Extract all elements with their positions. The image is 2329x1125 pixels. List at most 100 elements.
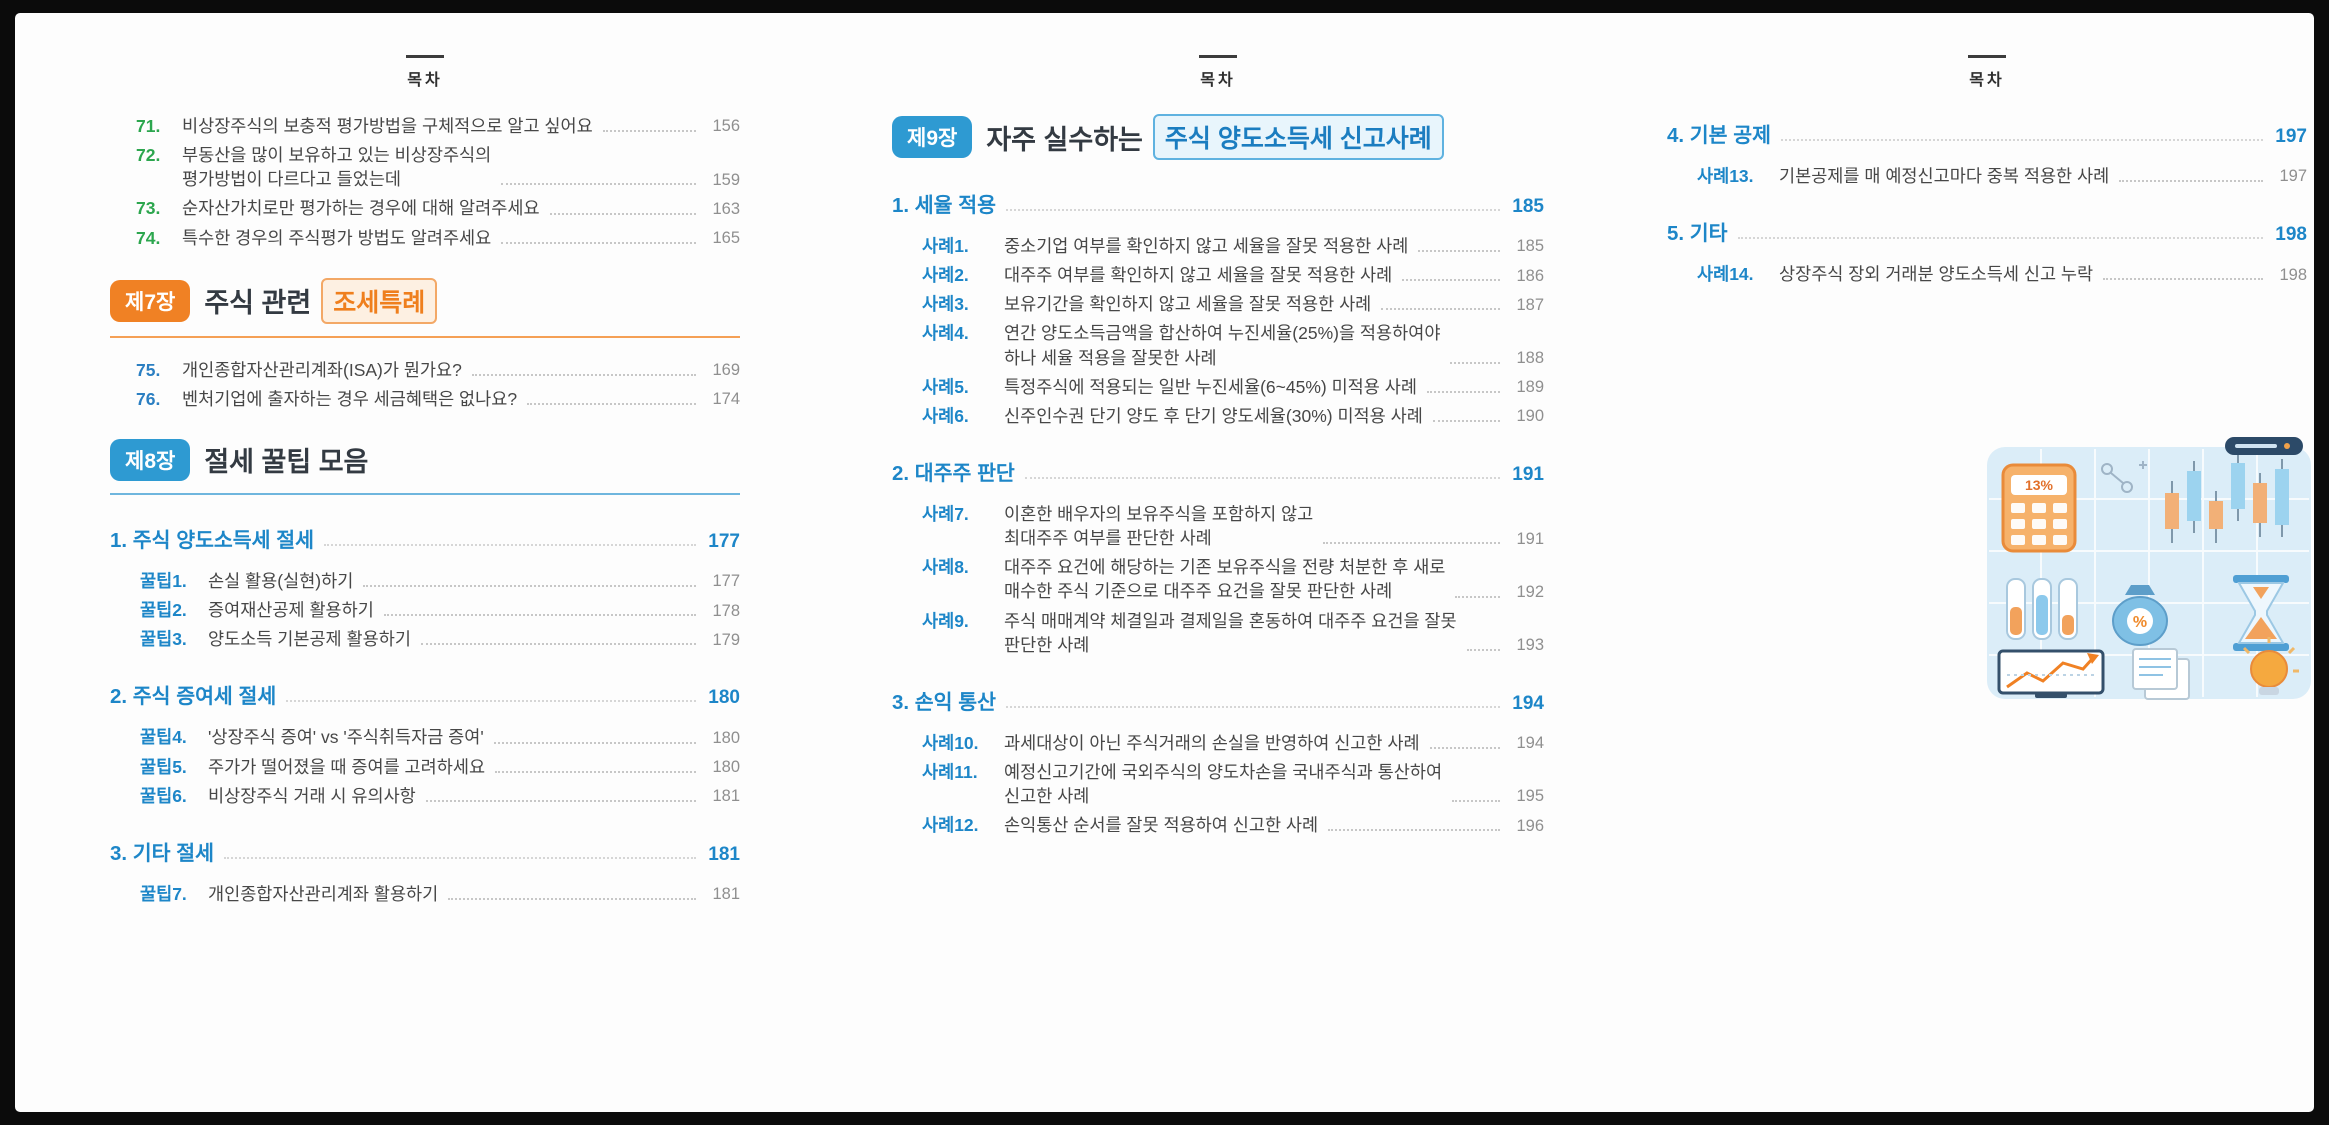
entry-text: '상장주식 증여' vs '주식취득자금 증여': [208, 725, 484, 749]
dotted-leader: [1432, 419, 1500, 422]
section-heading: 1. 세율 적용 185: [892, 188, 1544, 218]
entry-text: 신주인수권 단기 양도 후 단기 양도세율(30%) 미적용 사례: [1004, 404, 1423, 428]
section-page: 198: [2275, 224, 2307, 246]
toc-entry: 꿀팁3. 양도소득 기본공제 활용하기 179: [140, 627, 740, 651]
entry-line: 신주인수권 단기 양도 후 단기 양도세율(30%) 미적용 사례: [1004, 405, 1423, 426]
entry-line: 손익통산 순서를 잘못 적용하여 신고한 사례: [1004, 815, 1319, 836]
money-bag-icon: %: [2112, 585, 2168, 646]
dotted-leader: [1450, 361, 1500, 364]
entry-page: 189: [1516, 378, 1544, 397]
entry-page: 180: [712, 728, 740, 747]
entry-number: 사례2.: [922, 265, 969, 286]
toc-title: 목차: [1200, 72, 1236, 89]
chapter7-title-text: 주식 관련: [204, 288, 312, 319]
toc-section: 3. 기타 절세 181 꿀팁7. 개인종합자산관리계좌 활용하기 181: [110, 836, 740, 906]
entry-text: 특수한 경우의 주식평가 방법도 알려주세요: [182, 226, 491, 250]
entry-line: 순자산가치로만 평가하는 경우에 대해 알려주세요: [182, 198, 540, 219]
question-list: 71. 비상장주식의 보충적 평가방법을 구체적으로 알고 싶어요 156 72. 부동…: [110, 114, 740, 250]
entry-line: 특정주식에 적용되는 일반 누진세율(6~45%) 미적용 사례: [1004, 376, 1417, 397]
entry-line: 상장주식 장외 거래분 양도소득세 신고 누락: [1779, 264, 2094, 285]
toc-entry: 꿀팁6. 비상장주식 거래 시 유의사항 181: [140, 784, 740, 808]
entry-number: 사례6.: [922, 405, 969, 426]
entry-text: 손익통산 순서를 잘못 적용하여 신고한 사례: [1004, 813, 1318, 837]
line-chart-icon: [1997, 649, 2105, 698]
entry-text: 예정신고기간에 국외주식의 양도차손을 국내주식과 통산하여 신고한 사례: [1004, 760, 1442, 808]
dotted-leader: [2119, 180, 2263, 183]
entry-text: 중소기업 여부를 확인하지 않고 세율을 잘못 적용한 사례: [1004, 234, 1408, 258]
chapter7-question-list: 75. 개인종합자산관리계좌(ISA)가 뭔가요? 169 76. 벤처기업에 출자하는…: [110, 358, 740, 411]
section-items: 꿀팁4. '상장주식 증여' vs '주식취득자금 증여' 180 꿀팁5. 주가가 떨…: [110, 723, 740, 807]
entry-line: 최대주주 여부를 판단한 사례: [1004, 528, 1212, 549]
toc-page-3: 목차 4. 기본 공제 197 사례13. 기본공제를 매 예정신고마다 중복 적용한…: [1667, 55, 2311, 1085]
section-heading: 1. 주식 양도소득세 절세 177: [110, 523, 740, 553]
toc-section: 4. 기본 공제 197 사례13. 기본공제를 매 예정신고마다 중복 적용한 사례…: [1667, 118, 2307, 188]
entry-number: 사례7.: [922, 503, 969, 524]
toc-section: 2. 대주주 판단 191 사례7. 이혼한 배우자의 보유주식을 포함하지 않고 최대…: [892, 456, 1544, 657]
toc-entry: 사례9. 주식 매매계약 체결일과 결제일을 혼동하여 대주주 요건을 잘못 판단한…: [922, 609, 1544, 657]
dotted-leader: [1418, 250, 1500, 253]
entry-page: 186: [1516, 266, 1544, 285]
entry-text: 과세대상이 아닌 주식거래의 손실을 반영하여 신고한 사례: [1004, 731, 1420, 755]
dotted-leader: [527, 402, 696, 405]
entry-page: 163: [712, 199, 740, 218]
entry-line: 판단한 사례: [1004, 634, 1090, 655]
entry-number: 꿀팁6.: [140, 785, 187, 806]
dotted-leader: [1737, 237, 2263, 240]
entry-number: 73.: [136, 198, 161, 219]
illustration-tag: [2225, 437, 2303, 455]
section-heading: 2. 대주주 판단 191: [892, 456, 1544, 486]
entry-line: 매수한 주식 기준으로 대주주 요건을 잘못 판단한 사례: [1004, 581, 1393, 602]
toc-section: 3. 손익 통산 194 사례10. 과세대상이 아닌 주식거래의 손실을 반영하여 …: [892, 685, 1544, 838]
section-heading: 4. 기본 공제 197: [1667, 118, 2307, 148]
section-items: 사례14. 상장주식 장외 거래분 양도소득세 신고 누락 198: [1667, 260, 2307, 286]
dotted-leader: [549, 212, 696, 215]
entry-text: 주가가 떨어졌을 때 증여를 고려하세요: [208, 755, 485, 779]
entry-line: 연간 양도소득금액을 합산하여 누진세율(25%)을 적용하여야: [1004, 323, 1441, 344]
entry-number: 사례1.: [922, 236, 969, 256]
entry-text: 개인종합자산관리계좌 활용하기: [208, 882, 438, 906]
dotted-leader: [2103, 278, 2263, 281]
entry-text: 이혼한 배우자의 보유주식을 포함하지 않고 최대주주 여부를 판단한 사례: [1004, 502, 1313, 550]
dotted-leader: [223, 856, 696, 859]
entry-page: 194: [1516, 734, 1544, 753]
entry-line: 특수한 경우의 주식평가 방법도 알려주세요: [182, 227, 492, 248]
dotted-leader: [448, 897, 696, 900]
dotted-leader: [495, 770, 696, 773]
toc-page-2: 목차 제9장 자주 실수하는 주식 양도소득세 신고사례 1. 세율 적용 185…: [892, 55, 1544, 843]
test-tubes-icon: [2006, 578, 2078, 640]
entry-text: 비상장주식 거래 시 유의사항: [208, 784, 416, 808]
section-title: 2. 대주주 판단: [892, 461, 1015, 485]
toc-entry: 사례7. 이혼한 배우자의 보유주식을 포함하지 않고 최대주주 여부를 판단한 사…: [922, 502, 1544, 550]
chapter8-title-text: 절세 꿀팁 모음: [204, 447, 369, 478]
finance-illustration: 13%: [1987, 437, 2311, 700]
section-title: 3. 손익 통산: [892, 690, 996, 714]
chapter7-title-highlight: 조세특례: [321, 277, 438, 324]
dotted-leader: [1005, 209, 1500, 211]
entry-page: 191: [1516, 529, 1544, 548]
entry-line: 대주주 여부를 확인하지 않고 세율을 잘못 적용한 사례: [1004, 265, 1393, 286]
section-items: 사례1. 중소기업 여부를 확인하지 않고 세율을 잘못 적용한 사례 185 사례2…: [892, 232, 1544, 428]
toc-entry: 사례1. 중소기업 여부를 확인하지 않고 세율을 잘못 적용한 사례 185: [922, 234, 1544, 258]
toc-entry: 사례11. 예정신고기간에 국외주식의 양도차손을 국내주식과 통산하여 신고한 사…: [922, 760, 1544, 808]
toc-entry: 사례5. 특정주식에 적용되는 일반 누진세율(6~45%) 미적용 사례 189: [922, 375, 1544, 399]
entry-number: 사례3.: [922, 294, 969, 315]
dotted-leader: [1005, 705, 1500, 708]
dotted-leader: [1452, 800, 1500, 803]
dotted-leader: [1323, 542, 1500, 545]
section-title: 4. 기본 공제: [1667, 124, 1771, 147]
section-page: 185: [1512, 196, 1544, 217]
toc-section: 5. 기타 198 사례14. 상장주식 장외 거래분 양도소득세 신고 누락 198: [1667, 216, 2307, 286]
chapter9-title-text: 자주 실수하는: [986, 124, 1143, 155]
section-page: 177: [708, 530, 740, 552]
entry-number: 꿀팁3.: [140, 629, 187, 650]
entry-text: 비상장주식의 보충적 평가방법을 구체적으로 알고 싶어요: [182, 114, 593, 138]
entry-line: 대주주 요건에 해당하는 기존 보유주식을 전량 처분한 후 새로: [1004, 557, 1446, 578]
entry-number: 사례5.: [922, 376, 969, 397]
entry-number: 사례4.: [922, 323, 969, 344]
chapter8-badge: 제8장: [110, 438, 191, 481]
section-items: 꿀팁1. 손실 활용(실현)하기 177 꿀팁2. 증여재산공제 활용하기 178 꿀팁3.…: [110, 567, 740, 651]
section-title: 3. 기타 절세: [110, 841, 214, 865]
section-heading: 3. 손익 통산 194: [892, 685, 1544, 715]
dotted-leader: [1455, 595, 1500, 598]
